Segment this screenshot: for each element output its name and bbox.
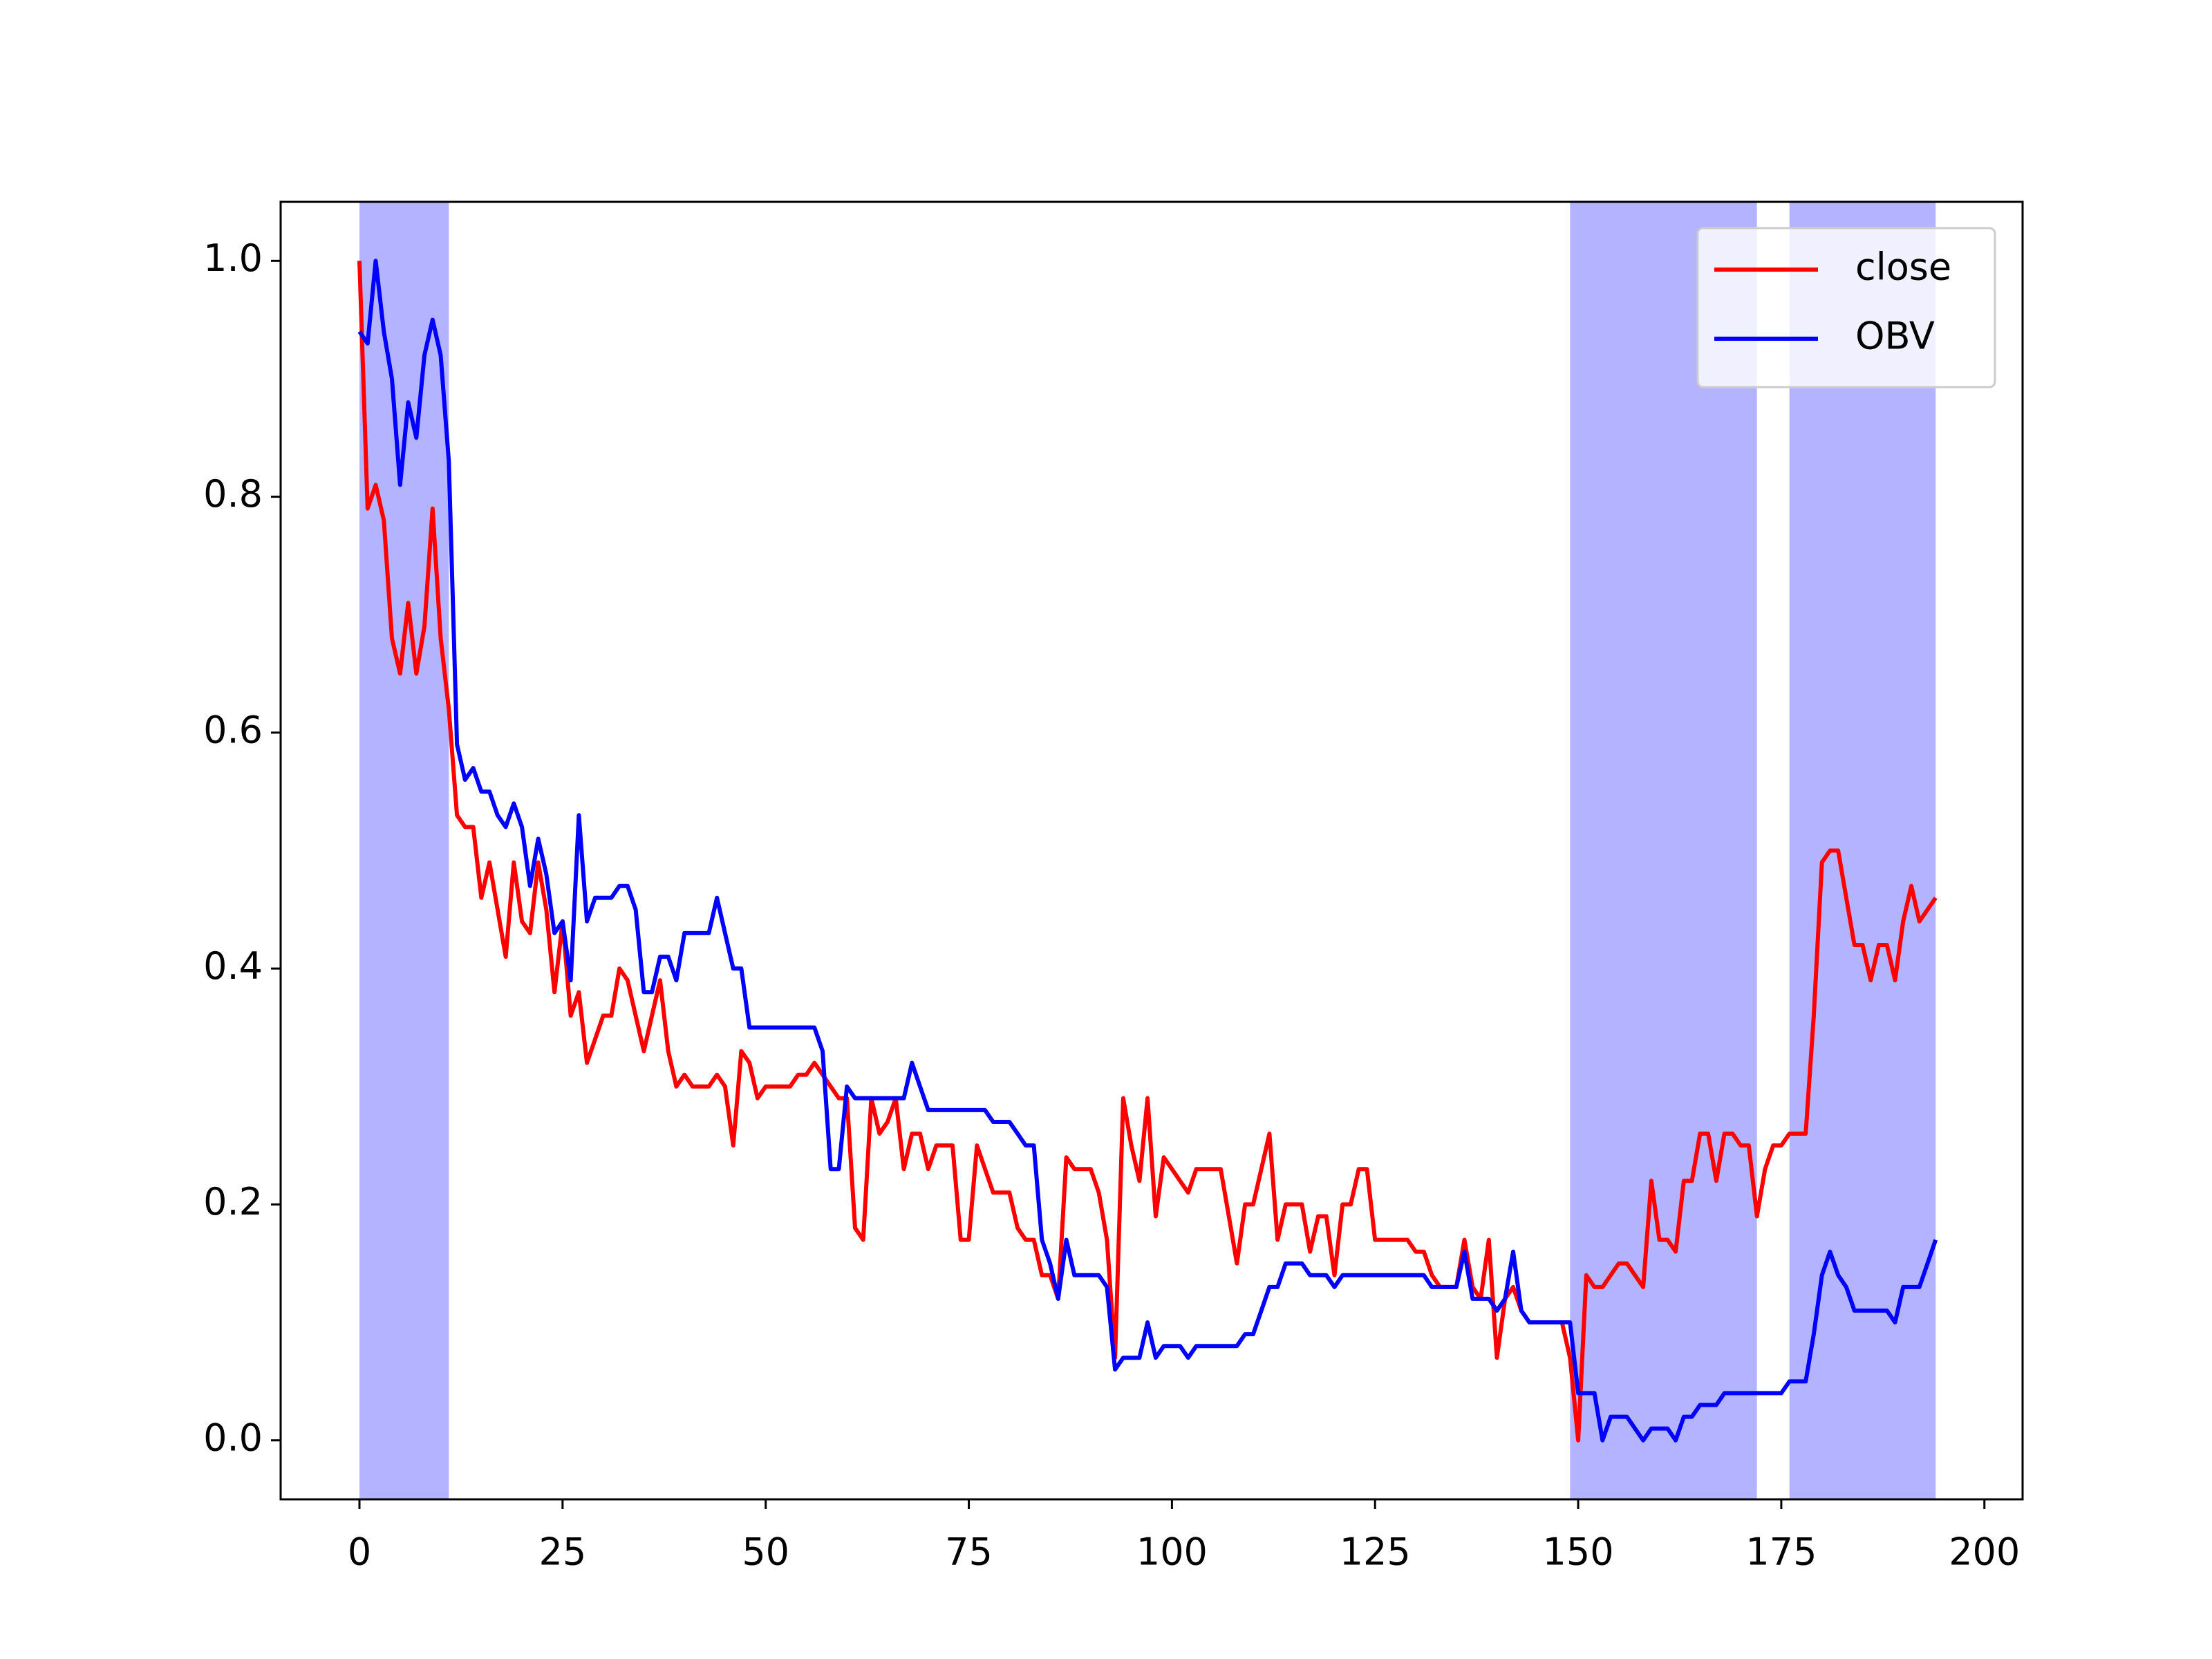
y-tick-label: 0.4 bbox=[203, 944, 263, 988]
y-tick-label: 0.8 bbox=[203, 472, 263, 516]
x-tick-label: 75 bbox=[945, 1530, 993, 1574]
x-tick-label: 125 bbox=[1340, 1530, 1411, 1574]
plot-frame bbox=[279, 200, 2024, 1501]
shaded-region bbox=[1570, 202, 1757, 1499]
series-line bbox=[357, 259, 1938, 1443]
legend-label: close bbox=[1855, 245, 1951, 289]
x-tick-label: 150 bbox=[1543, 1530, 1614, 1574]
x-tick-label: 50 bbox=[742, 1530, 789, 1574]
y-tick-label: 0.2 bbox=[203, 1180, 263, 1224]
y-tick-label: 0.6 bbox=[203, 709, 263, 752]
shaded-region bbox=[359, 202, 449, 1499]
y-tick-label: 0.0 bbox=[203, 1416, 263, 1459]
shaded-region bbox=[1789, 202, 1936, 1499]
series-line bbox=[357, 261, 1938, 1443]
x-tick-label: 0 bbox=[348, 1530, 371, 1574]
legend-label: OBV bbox=[1855, 315, 1935, 358]
x-tick-label: 25 bbox=[538, 1530, 586, 1574]
x-tick-label: 200 bbox=[1949, 1530, 2020, 1574]
x-tick-label: 100 bbox=[1136, 1530, 1208, 1574]
y-tick-label: 1.0 bbox=[203, 236, 263, 280]
x-tick-label: 175 bbox=[1745, 1530, 1817, 1574]
